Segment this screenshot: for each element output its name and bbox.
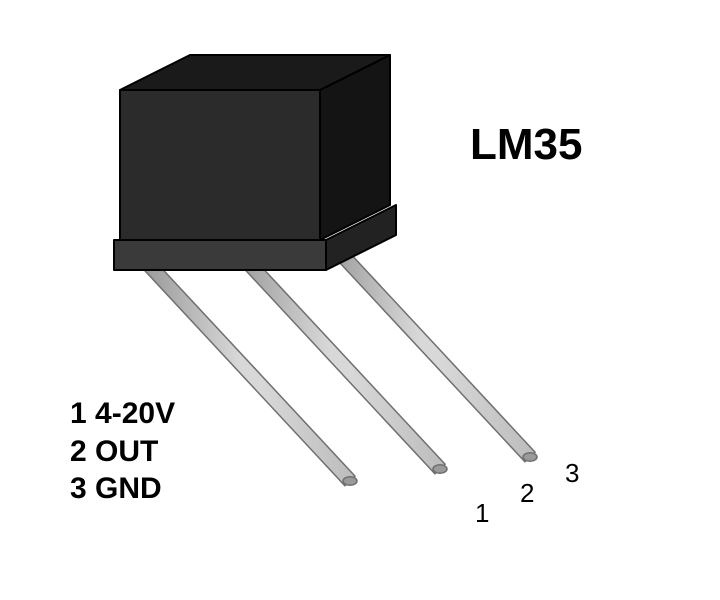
body-skirt-front (114, 240, 326, 270)
body-front (120, 90, 320, 240)
lead-tip-2 (433, 465, 447, 473)
lead-3 (325, 237, 535, 462)
lead-1 (145, 261, 355, 486)
component-illustration (0, 0, 720, 600)
lead-tip-3 (523, 453, 537, 461)
lead-2 (235, 249, 445, 474)
lead-tip-1 (343, 477, 357, 485)
